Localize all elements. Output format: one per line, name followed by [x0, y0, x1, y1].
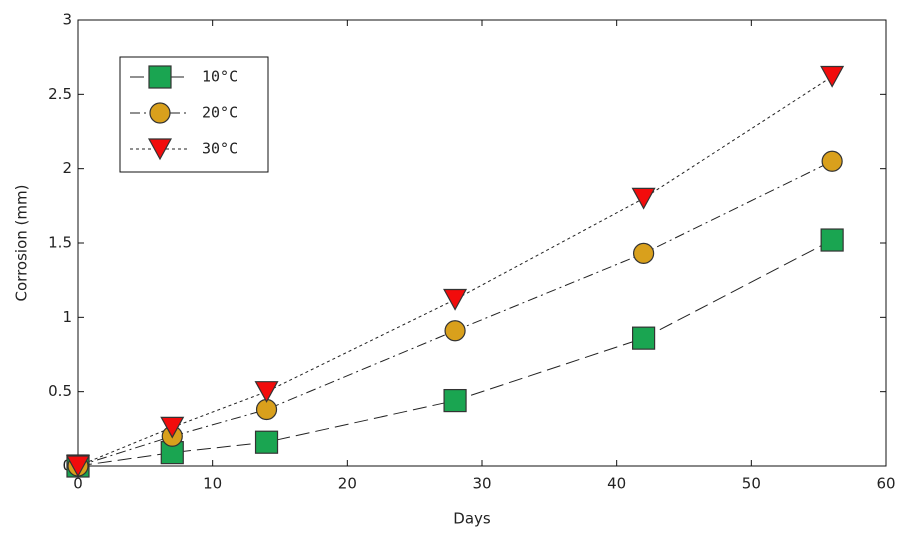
- y-tick-label: 1: [62, 308, 72, 326]
- marker: [147, 138, 173, 161]
- x-tick-label: 40: [607, 475, 626, 493]
- marker: [149, 102, 171, 124]
- legend-label: 20°C: [202, 104, 238, 122]
- y-tick-label: 2: [62, 159, 72, 177]
- y-axis-label: Corrosion (mm): [13, 185, 31, 302]
- marker: [631, 187, 656, 210]
- legend-box: [119, 56, 269, 173]
- marker: [254, 430, 279, 454]
- marker: [632, 242, 655, 265]
- legend-label: 30°C: [202, 140, 238, 158]
- legend: 10°C 20°C 30°C: [119, 56, 269, 173]
- marker: [160, 416, 185, 439]
- x-tick-label: 50: [742, 475, 761, 493]
- marker: [65, 455, 91, 478]
- marker: [443, 288, 468, 311]
- series-line: [77, 76, 833, 467]
- x-axis-label: Days: [453, 510, 491, 528]
- marker: [820, 228, 844, 252]
- y-tick-label: 2.5: [48, 85, 72, 103]
- marker: [148, 65, 172, 89]
- series-line: [77, 239, 833, 467]
- marker: [444, 320, 466, 342]
- marker: [254, 381, 279, 403]
- x-tick-label: 20: [338, 475, 357, 493]
- series-line: [77, 160, 833, 467]
- x-tick-label: 30: [472, 475, 491, 493]
- x-tick-label: 60: [876, 475, 895, 493]
- marker: [820, 65, 845, 88]
- marker: [443, 388, 467, 413]
- legend-label: 10°C: [202, 68, 238, 86]
- x-tick-label: 0: [73, 475, 83, 493]
- y-tick-label: 3: [62, 11, 72, 29]
- x-tick-label: 10: [203, 475, 222, 493]
- marker: [821, 150, 843, 172]
- marker: [631, 326, 656, 350]
- y-tick-label: 0.5: [48, 382, 72, 400]
- y-tick-label: 1.5: [48, 234, 72, 252]
